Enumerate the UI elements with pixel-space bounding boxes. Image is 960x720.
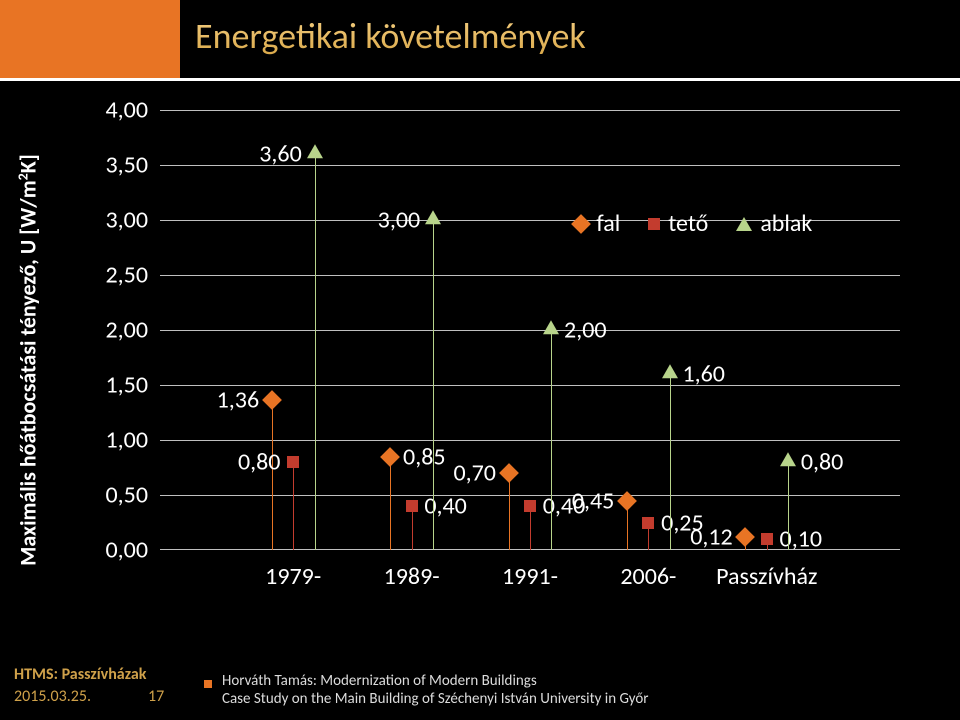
y-tick-label: 1,00 [106, 426, 148, 455]
y-tick-label: 3,50 [106, 151, 148, 180]
marker-ablak [307, 144, 323, 158]
data-label-tető: 0,80 [238, 448, 280, 477]
marker-fal [380, 447, 400, 467]
data-label-tető: 0,40 [543, 492, 585, 521]
stem-fal [390, 457, 391, 551]
chart: Maximális hőátbocsátási tényező, U [W/m2… [40, 100, 920, 620]
stem-tető [293, 462, 294, 550]
title-accent [0, 0, 180, 78]
data-label-fal: 1,36 [217, 386, 259, 415]
data-label-ablak: 0,80 [801, 448, 843, 477]
grid-line [160, 385, 900, 386]
stem-tető [412, 506, 413, 550]
marker-fal [617, 491, 637, 511]
footer-slide-number: 17 [148, 687, 164, 706]
y-tick-label: 2,00 [106, 316, 148, 345]
marker-tető [761, 533, 773, 545]
grid-line [160, 275, 900, 276]
data-label-ablak: 3,60 [259, 140, 301, 169]
plot-area: 0,000,501,001,502,002,503,003,504,001979… [160, 110, 900, 550]
marker-ablak [543, 320, 559, 334]
stem-tető [530, 506, 531, 550]
stem-fal [509, 473, 510, 550]
marker-ablak [662, 364, 678, 378]
stem-ablak [433, 220, 434, 550]
data-label-fal: 0,70 [453, 459, 495, 488]
legend: fal tető ablak [574, 209, 812, 238]
footer: HTMS: Passzívházak 2015.03.25. 17 Horvát… [0, 656, 960, 720]
legend-label: ablak [760, 209, 812, 238]
x-tick-label: 2006- [620, 562, 676, 591]
data-label-ablak: 3,00 [378, 206, 420, 235]
grid-line [160, 110, 900, 111]
data-label-tető: 0,25 [661, 508, 703, 537]
y-tick-label: 2,50 [106, 261, 148, 290]
footer-date: 2015.03.25. [14, 687, 91, 706]
marker-tető [642, 517, 654, 529]
marker-ablak [425, 210, 441, 224]
x-tick-label: 1979- [265, 562, 321, 591]
marker-fal [262, 390, 282, 410]
footer-course: HTMS: Passzívházak [14, 665, 146, 684]
title-band: Energetikai követelmények [0, 0, 960, 78]
square-icon [648, 218, 660, 230]
stem-ablak [788, 462, 789, 550]
legend-item-tető: tető [648, 209, 708, 238]
footer-bullet-icon [204, 680, 212, 688]
diamond-icon [571, 214, 591, 234]
footer-ref-line2: Case Study on the Main Building of Széch… [222, 690, 649, 708]
y-tick-label: 3,00 [106, 206, 148, 235]
y-tick-label: 0,00 [106, 536, 148, 565]
legend-item-fal: fal [574, 209, 620, 238]
y-axis-label: Maximális hőátbocsátási tényező, U [W/m2… [14, 154, 41, 566]
page-title: Energetikai követelmények [195, 14, 586, 58]
grid-line [160, 330, 900, 331]
marker-ablak [780, 452, 796, 466]
legend-item-ablak: ablak [736, 209, 812, 238]
x-tick-label: 1989- [384, 562, 440, 591]
y-tick-label: 1,50 [106, 371, 148, 400]
stem-ablak [551, 330, 552, 550]
data-label-ablak: 1,60 [682, 360, 724, 389]
footer-ref-line1: Horváth Tamás: Modernization of Modern B… [222, 672, 537, 690]
legend-label: tető [668, 209, 708, 238]
page-title-text: Energetikai követelmények [195, 14, 586, 58]
data-label-tető: 0,40 [424, 492, 466, 521]
data-label-ablak: 2,00 [564, 316, 606, 345]
stem-ablak [670, 374, 671, 550]
y-tick-label: 4,00 [106, 96, 148, 125]
y-tick-label: 0,50 [106, 481, 148, 510]
x-tick-label: Passzívház [716, 562, 817, 591]
marker-tető [524, 500, 536, 512]
triangle-icon [736, 217, 752, 231]
legend-label: fal [596, 209, 620, 238]
data-label-tető: 0,10 [780, 525, 822, 554]
data-label-fal: 0,85 [403, 442, 445, 471]
stem-ablak [315, 154, 316, 550]
marker-fal [736, 527, 756, 547]
title-rule [0, 78, 960, 81]
marker-tető [287, 456, 299, 468]
x-tick-label: 1991- [502, 562, 558, 591]
marker-tető [406, 500, 418, 512]
marker-fal [499, 463, 519, 483]
